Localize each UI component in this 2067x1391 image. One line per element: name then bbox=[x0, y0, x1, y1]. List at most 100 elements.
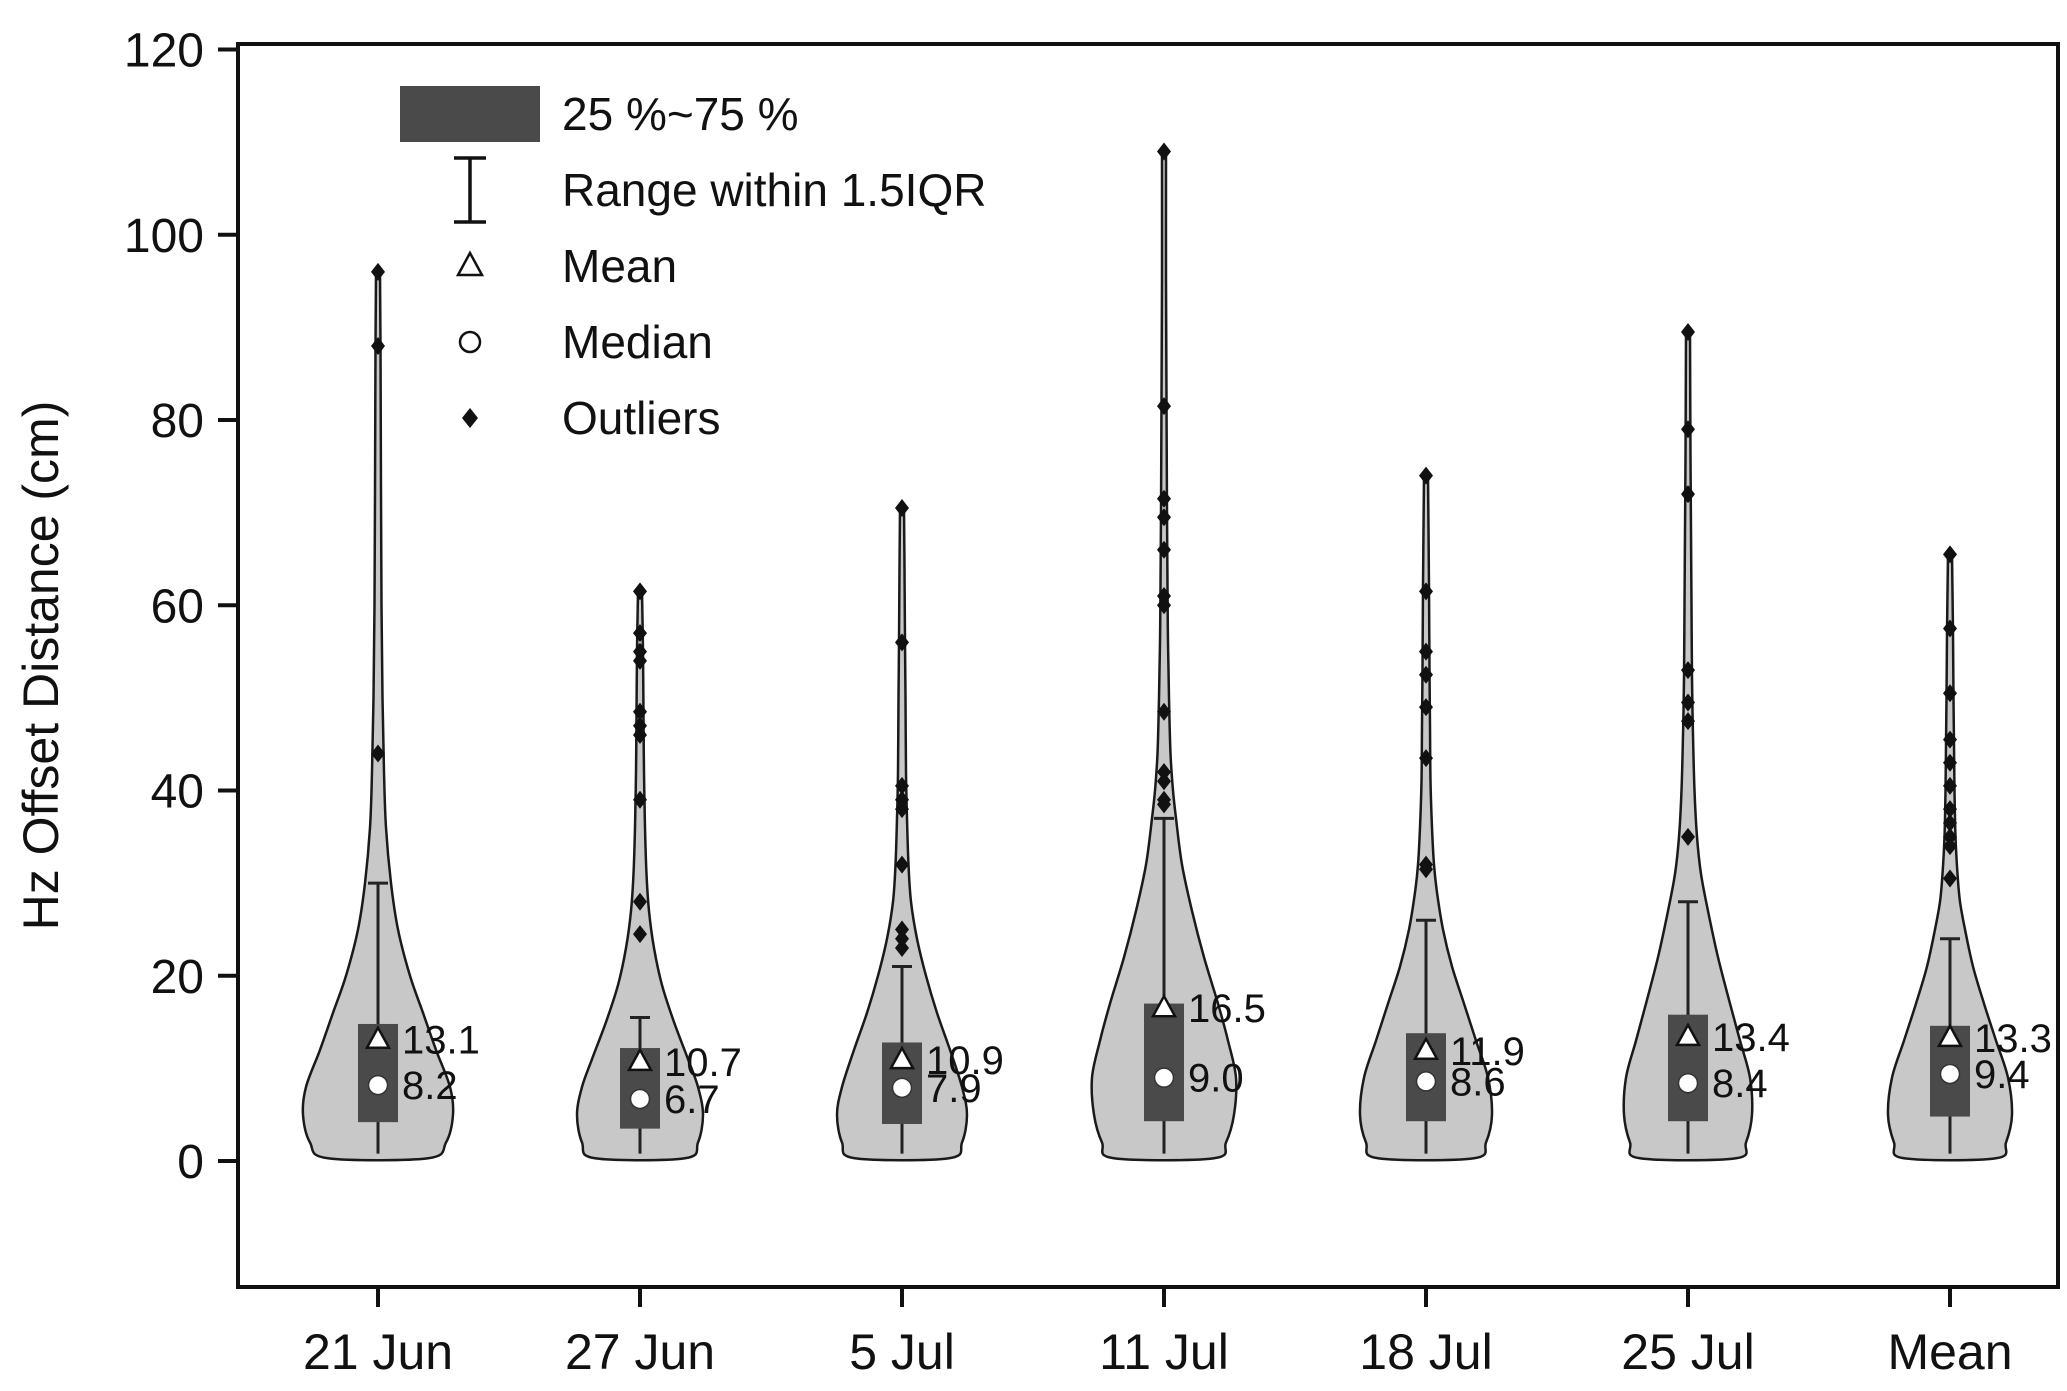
outlier-diamond bbox=[1157, 540, 1171, 559]
y-tick-label: 0 bbox=[177, 1136, 204, 1189]
median-marker bbox=[891, 1077, 913, 1099]
outlier-diamond bbox=[371, 744, 385, 763]
outlier-diamond bbox=[1157, 763, 1171, 782]
outlier-diamond bbox=[1157, 142, 1171, 161]
x-category-label: 5 Jul bbox=[849, 1324, 955, 1380]
legend-label: Mean bbox=[562, 240, 677, 292]
outlier-diamond bbox=[1157, 508, 1171, 527]
outlier-diamond bbox=[371, 262, 385, 281]
violin-11-jul: 16.5 9.0 bbox=[1090, 142, 1266, 1162]
y-tick-label: 60 bbox=[151, 580, 204, 633]
x-category-label: Mean bbox=[1887, 1324, 2012, 1380]
y-tick-label: 80 bbox=[151, 395, 204, 448]
outlier-diamond bbox=[1943, 545, 1957, 564]
median-value-label: 8.6 bbox=[1450, 1060, 1506, 1104]
legend-mean-glyph bbox=[455, 250, 485, 277]
median-value-label: 8.4 bbox=[1712, 1062, 1768, 1106]
violin-27-jun: 10.76.7 bbox=[575, 582, 742, 1162]
outlier-diamond bbox=[1681, 712, 1695, 731]
mean-value-label: 13.4 bbox=[1712, 1016, 1790, 1060]
outlier-diamond bbox=[633, 582, 647, 601]
outlier-diamond bbox=[633, 925, 647, 944]
outlier-diamond bbox=[1943, 837, 1957, 856]
outlier-diamond bbox=[1419, 665, 1433, 684]
outlier-diamond bbox=[895, 929, 909, 948]
median-marker bbox=[629, 1088, 651, 1110]
outlier-diamond bbox=[633, 651, 647, 670]
outlier-diamond bbox=[1681, 827, 1695, 846]
mean-value-label: 16.5 bbox=[1188, 987, 1266, 1031]
x-category-label: 18 Jul bbox=[1359, 1324, 1492, 1380]
outlier-diamond bbox=[1943, 684, 1957, 703]
mean-value-label: 13.1 bbox=[402, 1019, 480, 1063]
outlier-diamond bbox=[1681, 661, 1695, 680]
median-marker bbox=[1677, 1072, 1699, 1094]
outlier-diamond bbox=[1943, 730, 1957, 749]
mean-marker bbox=[888, 1045, 916, 1070]
mean-marker bbox=[626, 1047, 654, 1072]
violin-21-jun: 13.18.2 bbox=[301, 262, 480, 1162]
outlier-diamond bbox=[895, 499, 909, 518]
median-marker bbox=[367, 1074, 389, 1096]
outlier-diamond bbox=[895, 855, 909, 874]
outlier-diamond bbox=[633, 642, 647, 661]
legend-median-glyph bbox=[458, 330, 482, 354]
median-value-label: 7.9 bbox=[926, 1067, 982, 1111]
outlier-diamond bbox=[1943, 813, 1957, 832]
violin-shape bbox=[1090, 150, 1238, 1162]
outlier-diamond bbox=[1943, 776, 1957, 795]
outlier-diamond bbox=[1681, 485, 1695, 504]
outlier-diamond bbox=[1157, 772, 1171, 791]
outlier-diamond bbox=[1157, 489, 1171, 508]
median-marker bbox=[1153, 1067, 1175, 1088]
iqr-box bbox=[1144, 1003, 1184, 1122]
outlier-diamond bbox=[895, 633, 909, 652]
outlier-diamond bbox=[895, 939, 909, 957]
mean-value-label: 10.7 bbox=[664, 1041, 742, 1085]
outlier-diamond bbox=[1419, 698, 1433, 717]
y-tick-label: 20 bbox=[151, 951, 204, 1004]
outlier-diamond bbox=[633, 892, 647, 911]
outlier-diamond bbox=[1157, 587, 1171, 606]
outlier-diamond bbox=[1157, 795, 1171, 814]
violin-shape bbox=[1358, 474, 1494, 1162]
legend: 25 %~75 % Range within 1.5IQR Mean Median Ou… bbox=[400, 86, 986, 444]
violin-shape bbox=[1622, 330, 1754, 1162]
outlier-diamond bbox=[1419, 749, 1433, 768]
outlier-diamond bbox=[1419, 582, 1433, 601]
x-category-label: 25 Jul bbox=[1621, 1324, 1754, 1380]
outlier-diamond bbox=[1157, 596, 1171, 615]
y-axis-title: Hz Offset Distance (cm) bbox=[13, 401, 69, 931]
y-tick-label: 100 bbox=[124, 210, 204, 263]
outlier-diamond bbox=[895, 776, 909, 795]
outlier-diamond bbox=[1681, 420, 1695, 439]
median-value-label: 9.0 bbox=[1188, 1057, 1244, 1101]
outlier-diamond bbox=[633, 624, 647, 643]
y-tick-label: 40 bbox=[151, 766, 204, 819]
outlier-diamond bbox=[895, 800, 909, 819]
legend-outlier-glyph bbox=[462, 408, 478, 428]
violin-5-jul: 10.97.9 bbox=[835, 499, 1004, 1162]
outlier-diamond bbox=[1157, 397, 1171, 416]
mean-marker bbox=[1150, 993, 1178, 1018]
mean-marker bbox=[364, 1025, 392, 1049]
outlier-diamond bbox=[1419, 642, 1433, 661]
median-value-label: 8.2 bbox=[402, 1064, 458, 1108]
outlier-diamond bbox=[1943, 619, 1957, 638]
violin-25-jul: 13.48.4 bbox=[1622, 323, 1790, 1162]
outlier-diamond bbox=[1419, 466, 1433, 485]
outlier-diamond bbox=[1681, 693, 1695, 712]
outlier-diamond bbox=[895, 790, 909, 809]
violin-shape bbox=[835, 506, 969, 1162]
median-value-label: 9.4 bbox=[1974, 1053, 2030, 1097]
violin-18-jul: 11.98.6 bbox=[1358, 466, 1525, 1162]
violin-shape bbox=[301, 270, 455, 1162]
legend-iqr-swatch bbox=[400, 86, 540, 142]
mean-marker bbox=[1412, 1036, 1440, 1061]
outlier-diamond bbox=[1157, 702, 1171, 721]
median-marker bbox=[1415, 1071, 1437, 1092]
outlier-diamond bbox=[633, 725, 647, 744]
plot-frame bbox=[236, 42, 2060, 1289]
outlier-diamond bbox=[1943, 800, 1957, 819]
x-category-label: 21 Jun bbox=[303, 1324, 453, 1380]
